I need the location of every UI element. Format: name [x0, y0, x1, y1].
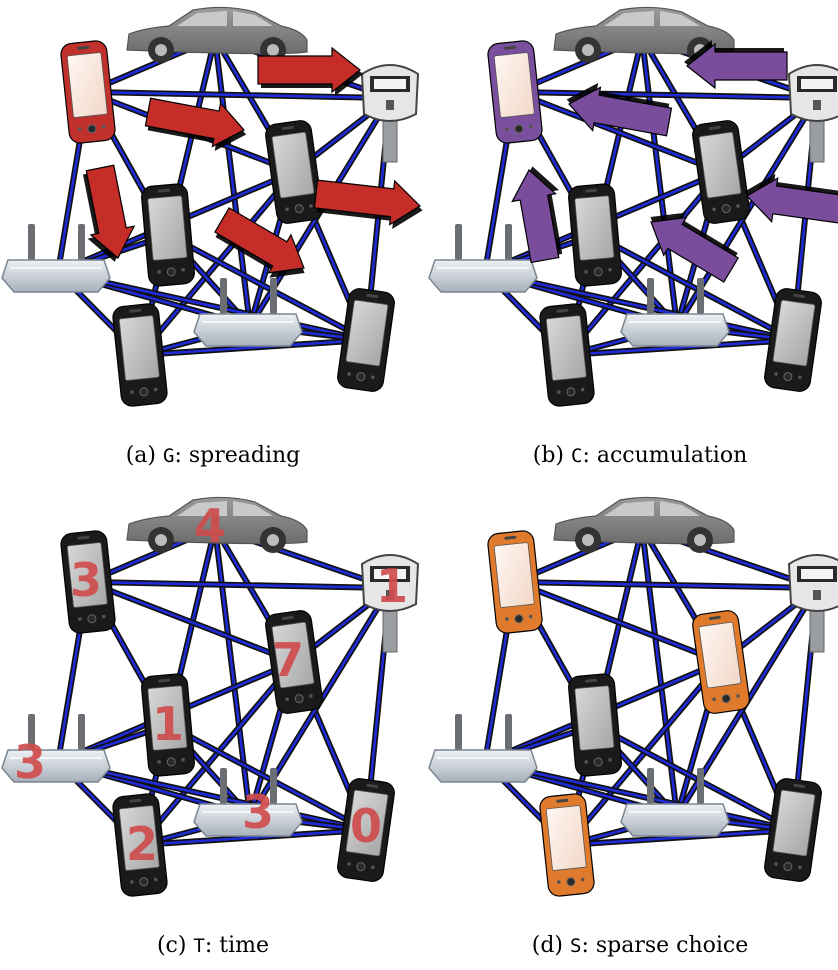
smartphone-icon — [60, 40, 116, 144]
flow-arrow-icon — [313, 179, 423, 229]
parking-meter-icon — [360, 554, 420, 653]
parking-meter-icon — [360, 64, 420, 163]
flow-arrow-icon — [144, 97, 247, 151]
parking-meter-icon — [787, 64, 838, 163]
router-icon — [620, 768, 730, 837]
flow-arrows — [511, 40, 838, 283]
flow-arrows — [82, 46, 423, 278]
smartphone-icon — [764, 778, 822, 882]
flow-arrow-icon — [650, 212, 740, 283]
flow-arrow-icon — [214, 207, 305, 278]
network-edge-inner — [565, 828, 795, 847]
network-edge-inner — [56, 760, 368, 832]
flow-arrow-icon — [744, 173, 838, 225]
network-edge-inner — [565, 338, 795, 357]
flow-arrow-icon — [257, 46, 363, 96]
network-edge-inner — [593, 233, 795, 342]
panel-a — [1, 6, 423, 407]
car-icon — [126, 496, 308, 553]
smartphone-icon — [692, 120, 750, 224]
caption-c: (c) T: time — [157, 933, 269, 958]
time-label-meter: 1 — [376, 559, 408, 613]
network-edge-inner — [86, 580, 296, 664]
time-label-p5: 0 — [350, 799, 382, 853]
smartphone-icon — [692, 610, 750, 714]
smartphone-icon — [568, 183, 622, 287]
network-edge-inner — [86, 580, 392, 590]
smartphone-icon — [141, 673, 195, 777]
caption-a: (a) G: spreading — [126, 443, 301, 468]
flow-arrow-icon — [511, 166, 563, 264]
flow-arrow-icon — [82, 164, 136, 262]
time-label-p2: 7 — [272, 633, 304, 687]
router-icon — [193, 278, 303, 347]
router-icon — [428, 714, 538, 783]
time-label-p3: 1 — [152, 697, 184, 751]
smartphone-icon — [568, 673, 622, 777]
smartphone-icon — [265, 120, 323, 224]
time-label-r1: 3 — [14, 735, 46, 789]
network-edge-inner — [166, 723, 368, 832]
smartphone-icon — [539, 793, 595, 897]
car-icon — [553, 496, 735, 553]
smartphone-icon — [337, 778, 395, 882]
smartphone-icon — [60, 530, 116, 634]
time-label-r2: 3 — [242, 785, 274, 839]
smartphone-icon — [337, 288, 395, 392]
network-edge-inner — [513, 580, 819, 590]
network-edge-inner — [513, 580, 723, 664]
network-edge-inner — [593, 723, 795, 832]
router-icon — [1, 714, 111, 783]
flow-arrow-icon — [566, 82, 673, 137]
panel-d — [428, 496, 838, 897]
network-edge-inner — [483, 270, 795, 342]
smartphone-icon — [539, 303, 595, 407]
network-edge-inner — [138, 828, 368, 847]
car-icon — [126, 6, 308, 63]
smartphone-icon — [141, 183, 195, 287]
panel-b — [428, 6, 838, 407]
time-label-p1: 3 — [70, 553, 102, 607]
time-label-car: 4 — [194, 499, 226, 553]
smartphone-icon — [487, 530, 543, 634]
smartphone-icon — [265, 610, 323, 714]
router-icon — [1, 224, 111, 293]
router-icon — [193, 768, 303, 837]
smartphone-icon — [112, 793, 168, 897]
network-edge-inner — [483, 760, 795, 832]
smartphone-icon — [764, 288, 822, 392]
network-edge-inner — [513, 90, 723, 174]
network-edge-inner — [86, 90, 392, 100]
smartphone-icon — [487, 40, 543, 144]
caption-d: (d) S: sparse choice — [532, 933, 749, 958]
network-edge-inner — [56, 270, 368, 342]
smartphone-icon — [112, 303, 168, 407]
flow-arrow-icon — [684, 40, 788, 90]
network-edge-inner — [138, 338, 368, 357]
caption-b: (b) C: accumulation — [533, 443, 748, 468]
time-label-p4: 2 — [126, 817, 158, 871]
parking-meter-icon — [787, 554, 838, 653]
router-icon — [620, 278, 730, 347]
network-edge-inner — [513, 90, 819, 100]
network-edge-inner — [166, 233, 368, 342]
